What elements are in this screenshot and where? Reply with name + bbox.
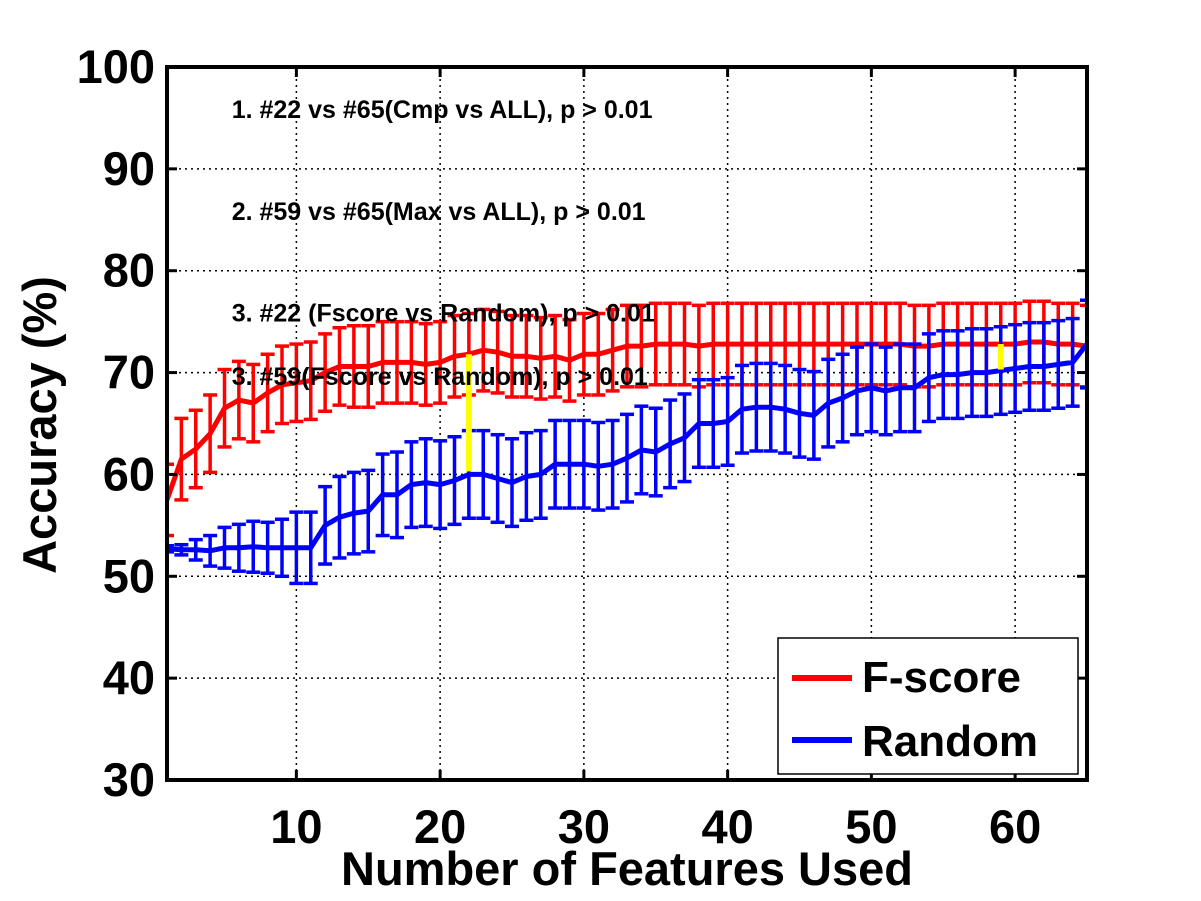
series-line-1 <box>167 342 1087 554</box>
x-tick-label-30: 30 <box>558 800 610 853</box>
y-tick-label-50: 50 <box>103 549 155 602</box>
y-tick-label-30: 30 <box>103 753 155 806</box>
y-tick-label-90: 90 <box>103 142 155 195</box>
annotations: 1. #22 vs #65(Cmp vs ALL), p > 0.01 2. #5… <box>232 96 655 391</box>
x-tick-label-10: 10 <box>270 800 322 853</box>
annotation-3: 3. #22 (Fscore vs Random), p > 0.01 <box>232 300 655 328</box>
y-tick-label-40: 40 <box>103 651 155 704</box>
x-tick-label-60: 60 <box>989 800 1041 853</box>
series-layer <box>167 298 1087 586</box>
legend: F-score Random <box>777 637 1079 775</box>
series-random <box>167 298 1087 586</box>
y-tick-label-100: 100 <box>77 40 155 93</box>
annotation-1: 1. #22 vs #65(Cmp vs ALL), p > 0.01 <box>232 96 653 124</box>
x-tick-label-50: 50 <box>845 800 897 853</box>
y-axis-label: Accuracy (%) <box>13 276 66 574</box>
legend-label-fscore: F-score <box>862 653 1021 702</box>
plot-frame <box>165 65 1089 782</box>
annotation-4: 3. #59(Fscore vs Random), p > 0.01 <box>232 363 648 391</box>
legend-label-random: Random <box>862 717 1038 766</box>
y-tick-label-60: 60 <box>103 447 155 500</box>
legend-box <box>777 637 1079 775</box>
x-axis-label: Number of Features Used <box>341 842 913 895</box>
x-tick-label-20: 20 <box>414 800 466 853</box>
axis-ticks: 10 20 30 40 50 60 30 40 50 60 70 80 90 100 <box>77 40 1087 853</box>
y-tick-label-80: 80 <box>103 244 155 297</box>
annotation-2: 2. #59 vs #65(Max vs ALL), p > 0.01 <box>232 198 646 226</box>
series-line-0 <box>167 339 1087 501</box>
x-tick-label-40: 40 <box>701 800 753 853</box>
y-tick-label-70: 70 <box>103 346 155 399</box>
